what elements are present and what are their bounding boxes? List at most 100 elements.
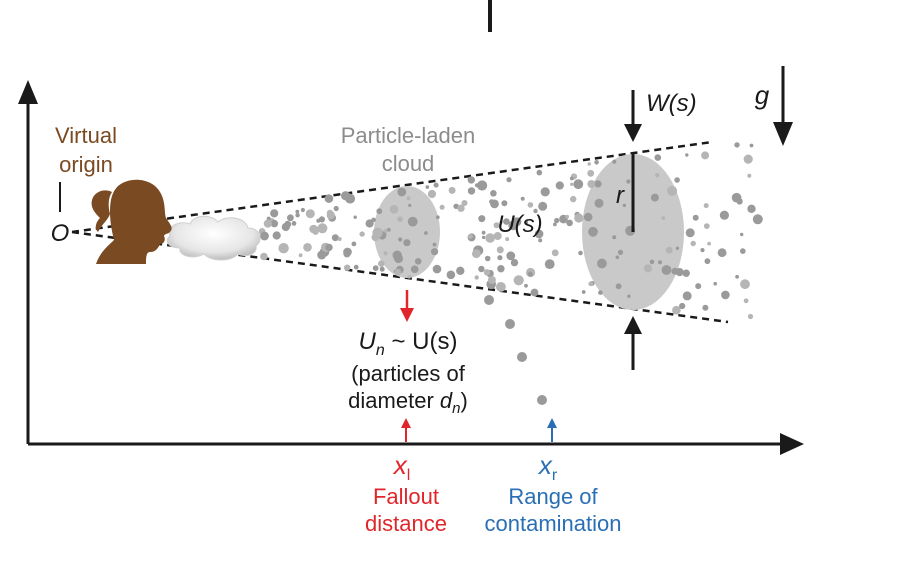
particle — [383, 251, 388, 256]
particle — [658, 260, 662, 265]
particle — [497, 265, 505, 273]
particle — [675, 268, 684, 277]
particle — [309, 224, 318, 234]
particle — [512, 217, 522, 227]
particle — [587, 169, 595, 177]
particle — [740, 279, 750, 290]
origin-symbol: O — [51, 220, 70, 247]
x-axis-arrowhead — [780, 433, 804, 455]
particle — [530, 288, 539, 297]
particle — [749, 143, 754, 148]
particle — [721, 290, 730, 300]
particle — [333, 205, 339, 212]
particle — [344, 264, 351, 271]
particle — [260, 231, 269, 241]
particle — [692, 214, 699, 221]
particle — [533, 208, 538, 214]
particle — [394, 268, 402, 276]
particle — [674, 177, 680, 183]
particle — [432, 264, 442, 274]
particle — [485, 233, 495, 243]
particle — [735, 274, 739, 279]
person-silhouette-icon — [91, 179, 172, 264]
particle — [524, 283, 528, 288]
particle — [643, 264, 653, 273]
particle — [544, 259, 555, 269]
particle — [583, 212, 593, 222]
particle — [690, 240, 696, 247]
particle — [713, 281, 717, 286]
particle — [594, 180, 602, 188]
particle — [489, 199, 494, 205]
particle — [446, 270, 456, 280]
particle — [597, 258, 607, 269]
particle — [341, 191, 351, 201]
particle — [534, 229, 544, 239]
particle — [702, 304, 709, 311]
particle — [272, 231, 281, 240]
particle — [431, 248, 439, 256]
particle — [588, 281, 594, 287]
particle — [278, 243, 289, 254]
particle — [394, 254, 403, 264]
virtual-origin-label-1: Virtual — [55, 123, 117, 148]
particle — [407, 216, 418, 227]
particle — [481, 235, 486, 240]
particle — [747, 204, 756, 213]
particle — [740, 248, 746, 254]
particle — [343, 247, 352, 257]
particle — [747, 313, 754, 320]
particle — [432, 242, 437, 247]
particle — [513, 275, 524, 286]
particle — [622, 203, 627, 208]
particle — [570, 182, 574, 186]
particle — [734, 142, 740, 148]
particle — [731, 192, 742, 203]
particle — [588, 226, 598, 237]
particle — [406, 196, 411, 201]
particle — [483, 269, 491, 276]
particle — [300, 207, 305, 213]
particle — [501, 200, 508, 207]
particle — [467, 187, 476, 195]
particle — [287, 214, 294, 222]
particle — [474, 275, 479, 280]
particle — [617, 249, 624, 255]
particle — [414, 258, 422, 265]
particles-label-2: diameter dn) — [348, 388, 468, 417]
particle — [397, 187, 407, 197]
particle — [520, 196, 525, 201]
particle — [298, 253, 303, 258]
particle — [578, 250, 583, 256]
particle — [747, 173, 752, 178]
particle — [587, 162, 591, 166]
particle — [408, 203, 412, 207]
particle — [260, 252, 268, 261]
particle — [717, 248, 727, 258]
particle — [679, 302, 686, 310]
particle — [496, 246, 504, 254]
width-label: W(s) — [646, 90, 697, 117]
particle — [566, 219, 573, 227]
particle — [487, 276, 496, 284]
virtual-origin-label-2: origin — [59, 152, 113, 177]
particle — [353, 215, 357, 219]
xl-label: xl — [392, 450, 411, 484]
particle — [457, 204, 465, 212]
particle — [351, 241, 357, 247]
particle — [661, 216, 666, 221]
particle — [527, 271, 533, 277]
range-label-1: Range of — [508, 484, 598, 509]
axes — [18, 80, 804, 455]
particle — [574, 213, 584, 223]
particle — [703, 203, 709, 209]
particle — [573, 179, 584, 190]
particle — [481, 230, 486, 235]
particle — [581, 290, 586, 294]
particle — [324, 194, 334, 203]
particle — [655, 173, 660, 178]
breath-cloud-icon — [166, 215, 261, 261]
particle — [527, 202, 534, 208]
particle — [371, 217, 376, 223]
particle — [654, 154, 662, 161]
